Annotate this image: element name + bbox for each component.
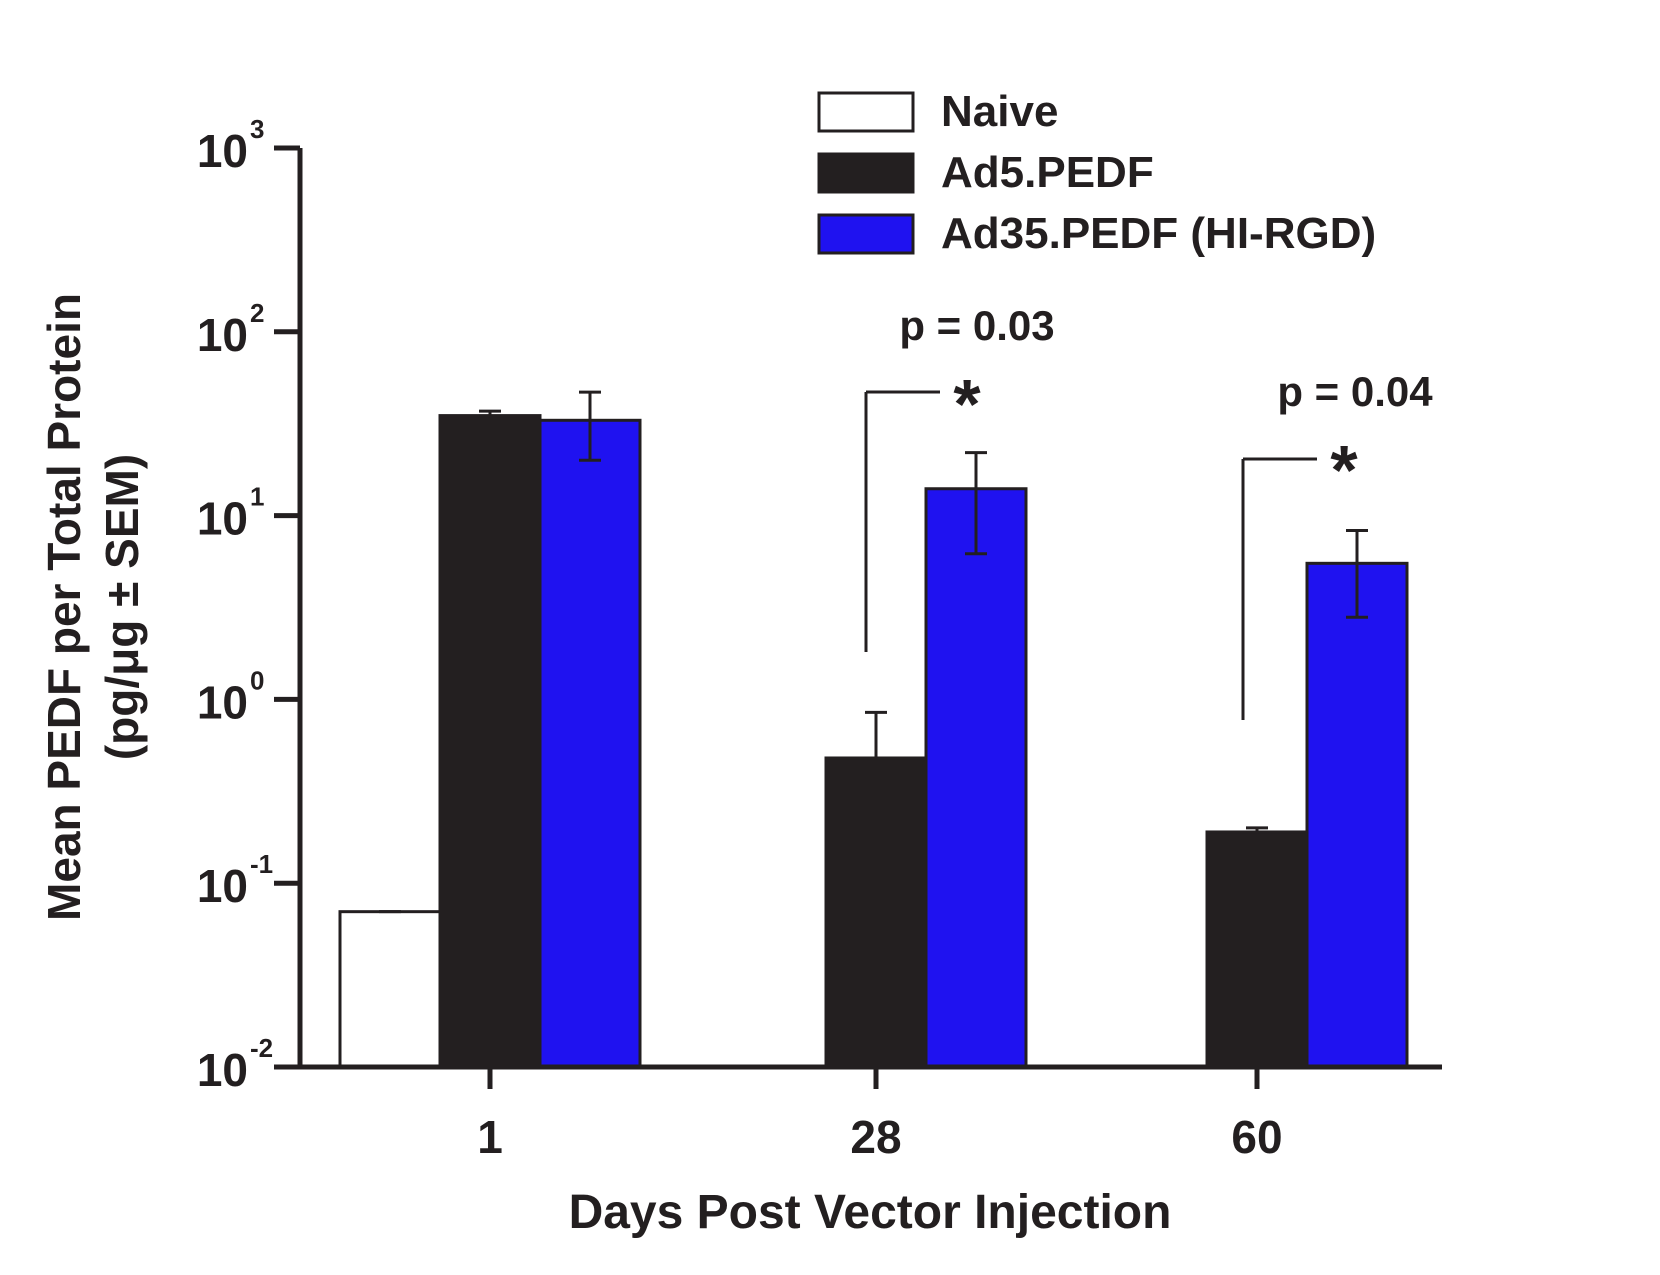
bars-layer xyxy=(338,414,1409,1069)
y-tick-label: 10 xyxy=(197,493,248,545)
p-value-label: p = 0.03 xyxy=(899,302,1054,349)
y-axis-label-units: (pg/μg ± SEM) xyxy=(96,454,148,760)
error-bars-layer xyxy=(379,390,1368,914)
legend-swatch xyxy=(817,152,915,194)
bar-ad35-pedf-hi-rgd--1 xyxy=(538,418,642,1069)
y-tick-label-exponent: 0 xyxy=(250,665,264,695)
y-axis-label: Mean PEDF per Total Protein xyxy=(38,293,90,921)
y-tick-label: 10 xyxy=(197,309,248,361)
bar-naive-1 xyxy=(338,910,442,1069)
legend-swatch xyxy=(817,213,915,255)
y-tick-label: 10 xyxy=(197,860,248,912)
bar-ad5-pedf-28 xyxy=(824,756,928,1069)
annotations-layer: * p = 0.03 * p = 0.04 xyxy=(864,302,1433,720)
x-tick-label: 60 xyxy=(1231,1111,1282,1163)
significance-asterisk: * xyxy=(953,365,981,443)
legend-label: Ad5.PEDF xyxy=(941,148,1154,197)
x-axis-label: Days Post Vector Injection xyxy=(569,1186,1172,1239)
y-tick-label: 10 xyxy=(197,125,248,177)
legend: Naive Ad5.PEDF Ad35.PEDF (HI-RGD) xyxy=(817,87,1376,258)
y-tick-label: 10 xyxy=(197,1044,248,1096)
bar-ad35-pedf-hi-rgd--28 xyxy=(924,487,1028,1069)
axes-layer xyxy=(274,148,1442,1070)
bar-ad35-pedf-hi-rgd--60 xyxy=(1305,561,1409,1069)
legend-swatch xyxy=(817,91,915,133)
y-tick-label: 10 xyxy=(197,676,248,728)
y-tick-label-exponent: -2 xyxy=(250,1033,273,1063)
y-tick-label-exponent: 1 xyxy=(250,482,264,512)
y-tick-label-exponent: 2 xyxy=(250,298,264,328)
y-tick-label-exponent: -1 xyxy=(250,849,273,879)
x-tick-label: 28 xyxy=(850,1111,901,1163)
y-tick-label-exponent: 3 xyxy=(250,114,264,144)
x-tick-label: 1 xyxy=(477,1111,503,1163)
significance-asterisk: * xyxy=(1330,431,1358,509)
bar-ad5-pedf-60 xyxy=(1205,830,1309,1069)
legend-label: Ad35.PEDF (HI-RGD) xyxy=(941,209,1376,258)
legend-label: Naive xyxy=(941,87,1058,136)
x-ticks-layer: 1 28 60 xyxy=(477,1067,1283,1163)
p-value-label: p = 0.04 xyxy=(1277,368,1433,415)
y-axis-label-group: Mean PEDF per Total Protein (pg/μg ± SEM… xyxy=(38,293,148,921)
bar-ad5-pedf-1 xyxy=(438,414,542,1069)
